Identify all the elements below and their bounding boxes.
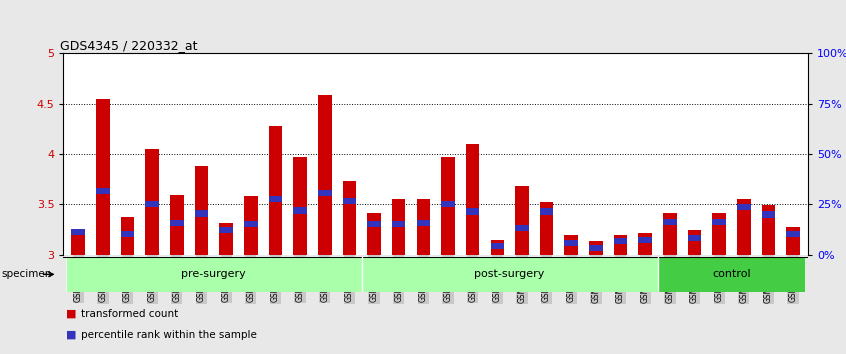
Bar [170, 219, 184, 225]
Bar [564, 240, 578, 246]
Text: ■: ■ [66, 330, 76, 340]
Bar [121, 231, 135, 237]
Bar [614, 235, 628, 255]
Bar [170, 195, 184, 255]
Bar [639, 233, 652, 255]
Text: pre-surgery: pre-surgery [181, 269, 246, 279]
Bar [343, 181, 356, 255]
Bar [318, 190, 332, 196]
Bar [663, 218, 677, 225]
Bar [96, 98, 110, 255]
Bar [688, 235, 701, 241]
Text: percentile rank within the sample: percentile rank within the sample [81, 330, 257, 340]
Bar [614, 238, 628, 244]
Bar [96, 188, 110, 194]
Text: GDS4345 / 220332_at: GDS4345 / 220332_at [60, 39, 197, 52]
Text: transformed count: transformed count [81, 309, 179, 319]
Bar [442, 157, 455, 255]
Bar [318, 96, 332, 255]
Bar [71, 230, 85, 255]
Text: specimen: specimen [2, 269, 52, 279]
Bar [71, 229, 85, 235]
Bar [121, 217, 135, 255]
Bar [712, 218, 726, 225]
Bar [466, 209, 480, 215]
Bar [416, 199, 430, 255]
Text: ■: ■ [66, 309, 76, 319]
Bar [269, 196, 283, 202]
Bar [416, 219, 430, 225]
Bar [491, 243, 504, 249]
Bar [219, 227, 233, 233]
Bar [343, 198, 356, 205]
Bar [737, 199, 750, 255]
Bar [712, 212, 726, 255]
Bar [269, 126, 283, 255]
Bar [195, 166, 208, 255]
Bar [466, 144, 480, 255]
Bar [564, 235, 578, 255]
Bar [761, 211, 775, 218]
Bar [146, 149, 159, 255]
Bar [442, 201, 455, 207]
Bar [294, 207, 307, 213]
Bar [219, 223, 233, 255]
Bar [66, 257, 362, 292]
Bar [515, 224, 529, 231]
Bar [491, 240, 504, 255]
Bar [244, 196, 257, 255]
Bar [787, 227, 800, 255]
Bar [761, 205, 775, 255]
Bar [146, 201, 159, 207]
Text: control: control [712, 269, 750, 279]
Bar [663, 212, 677, 255]
Bar [244, 221, 257, 227]
Bar [688, 230, 701, 255]
Bar [515, 186, 529, 255]
Bar [392, 199, 405, 255]
Bar [367, 221, 381, 227]
Bar [589, 245, 602, 251]
Bar [392, 221, 405, 227]
Bar [540, 209, 553, 215]
Bar [294, 157, 307, 255]
Text: post-surgery: post-surgery [475, 269, 545, 279]
Bar [737, 205, 750, 211]
Bar [362, 257, 657, 292]
Bar [195, 211, 208, 217]
Bar [589, 241, 602, 255]
Bar [787, 231, 800, 237]
Bar [367, 212, 381, 255]
Bar [540, 202, 553, 255]
Bar [639, 237, 652, 243]
Bar [657, 257, 805, 292]
